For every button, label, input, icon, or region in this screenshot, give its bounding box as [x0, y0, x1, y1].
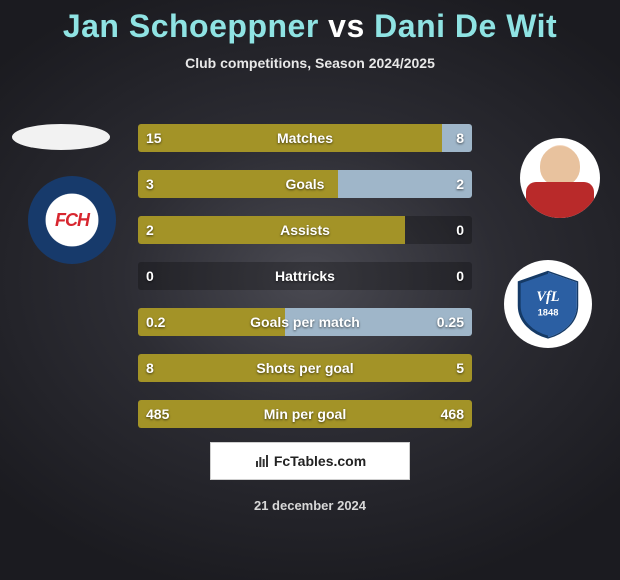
- stat-row: 0.20.25Goals per match: [138, 308, 472, 336]
- club-right-year-text: 1848: [538, 308, 559, 318]
- club-right-abbrev-text: VfL: [536, 289, 559, 305]
- site-name: FcTables.com: [274, 453, 366, 469]
- stat-row: 20Assists: [138, 216, 472, 244]
- content-root: Jan Schoeppner vs Dani De Wit Club compe…: [0, 0, 620, 580]
- club-left-abbrev: FCH: [55, 210, 89, 231]
- site-attribution[interactable]: FcTables.com: [210, 442, 410, 480]
- bar-chart-icon: [254, 453, 270, 469]
- comparison-chart: 158Matches 32Goals 20Assists 00Hattricks 0.2…: [138, 124, 472, 446]
- stat-row: 485468Min per goal: [138, 400, 472, 428]
- club-right-logo: VfL 1848: [504, 260, 592, 348]
- stat-label: Hattricks: [138, 262, 472, 290]
- stat-row: 158Matches: [138, 124, 472, 152]
- player1-photo: [12, 124, 110, 150]
- stat-label: Matches: [138, 124, 472, 152]
- club-left-logo: FCH: [28, 176, 116, 264]
- title-vs: vs: [328, 8, 365, 44]
- player1-name: Jan Schoeppner: [63, 8, 319, 44]
- stat-row: 85Shots per goal: [138, 354, 472, 382]
- stat-label: Goals per match: [138, 308, 472, 336]
- player2-name: Dani De Wit: [374, 8, 557, 44]
- stat-label: Goals: [138, 170, 472, 198]
- stat-label: Min per goal: [138, 400, 472, 428]
- stat-row: 32Goals: [138, 170, 472, 198]
- player2-photo: [520, 138, 600, 218]
- comparison-title: Jan Schoeppner vs Dani De Wit: [0, 0, 620, 45]
- subtitle: Club competitions, Season 2024/2025: [0, 55, 620, 71]
- stat-label: Assists: [138, 216, 472, 244]
- stat-label: Shots per goal: [138, 354, 472, 382]
- date-label: 21 december 2024: [0, 498, 620, 513]
- club-right-shield-icon: VfL 1848: [512, 268, 584, 340]
- stat-row: 00Hattricks: [138, 262, 472, 290]
